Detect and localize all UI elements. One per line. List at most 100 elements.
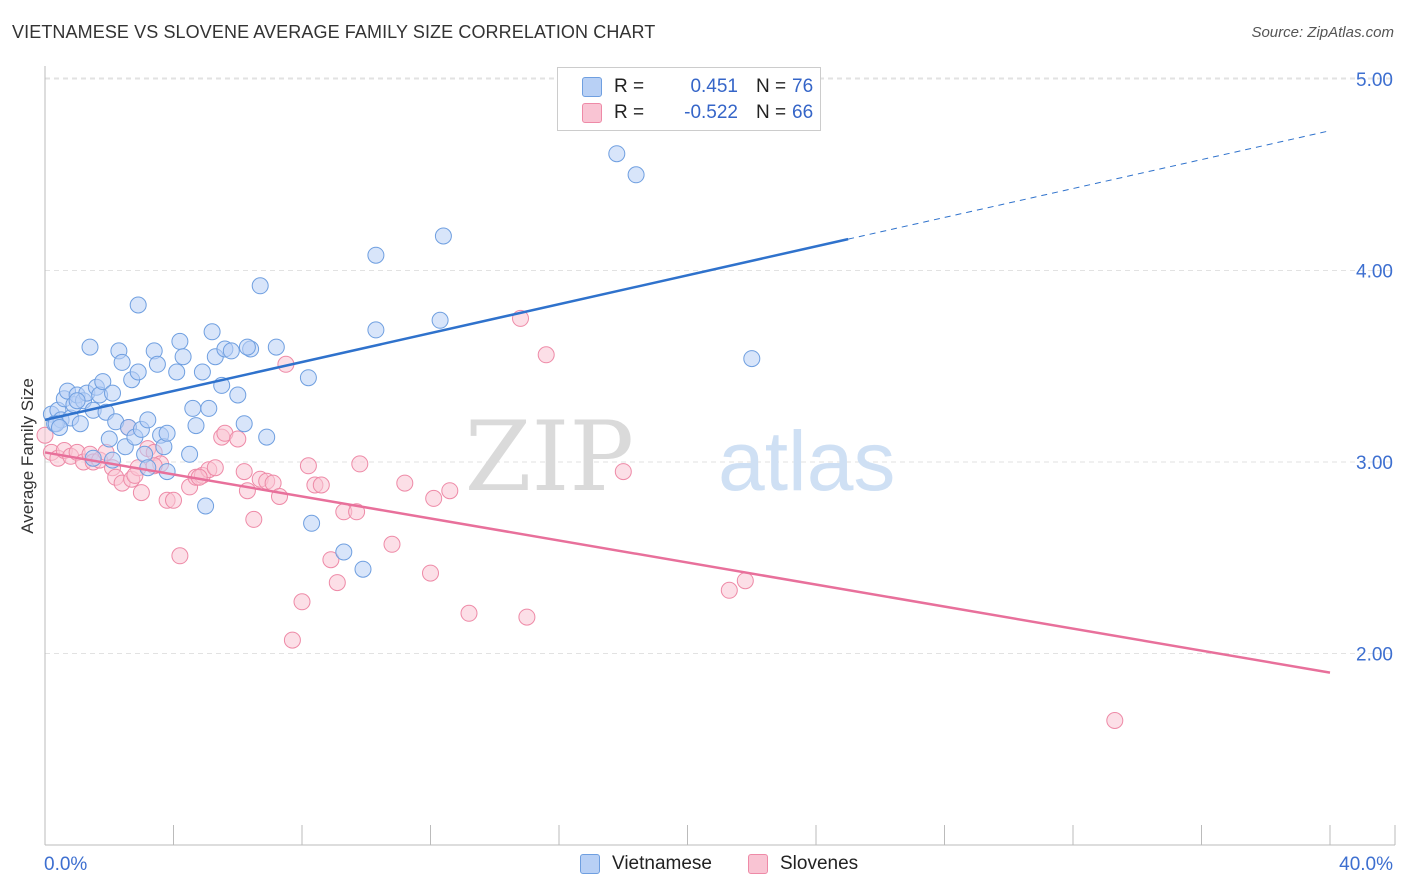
vietnamese-point (431, 311, 449, 329)
vietnamese-point (139, 411, 157, 429)
x-tick-label: 40.0% (1339, 854, 1393, 875)
r-label: R = (614, 76, 645, 97)
legend-row-slovenes: R = -0.522 N = 66 (582, 100, 813, 126)
slovenes-point (720, 581, 738, 599)
slovenes-point (736, 572, 754, 590)
vietnamese-point (335, 543, 353, 561)
y-tick-label: 5.00 (1356, 70, 1393, 91)
slovenes-point (614, 463, 632, 481)
slovenes-point (328, 574, 346, 592)
slovenes-point (132, 484, 150, 502)
vietnamese-point (171, 332, 189, 350)
slovenes-point (171, 547, 189, 565)
slovenes-point (293, 593, 311, 611)
y-tick-label: 3.00 (1356, 453, 1393, 474)
vietnamese-trend-extension (848, 130, 1331, 240)
vietnamese-point (84, 449, 102, 467)
n-label: N = (756, 76, 787, 97)
slovenes-point (229, 430, 247, 448)
y-tick-label: 2.00 (1356, 645, 1393, 666)
slovenes-point (235, 463, 253, 481)
slovenes-point (460, 604, 478, 622)
vietnamese-point (168, 363, 186, 381)
vietnamese-point (129, 296, 147, 314)
legend-swatch-slovenes (582, 103, 602, 123)
slovenes-point (425, 489, 443, 507)
slovenes-point (441, 482, 459, 500)
y-tick-label: 4.00 (1356, 262, 1393, 283)
vietnamese-point (113, 353, 131, 371)
slovenes-trend-line (44, 451, 1331, 674)
vietnamese-point (303, 514, 321, 532)
x-tick-label: 0.0% (44, 854, 87, 875)
bottom-legend-label: Slovenes (780, 853, 859, 874)
vietnamese-point (627, 166, 645, 184)
legend-row-vietnamese: R = 0.451 N = 76 (582, 74, 813, 100)
vietnamese-point (608, 145, 626, 163)
vietnamese-point (129, 363, 147, 381)
bottom-swatch-vietnamese (580, 854, 600, 874)
vietnamese-point (100, 430, 118, 448)
vietnamese-trend-line (44, 237, 849, 422)
n-label: N = (756, 102, 787, 123)
slovenes-point (245, 510, 263, 528)
n-value: 76 (792, 76, 814, 97)
series-vietnamese (42, 145, 761, 578)
vietnamese-point (197, 497, 215, 515)
trend-lines (44, 130, 1331, 674)
slovenes-point (322, 551, 340, 569)
slovenes-point (206, 459, 224, 477)
vietnamese-point (139, 459, 157, 477)
watermark-zip: ZIP (465, 401, 634, 513)
chart-title: VIETNAMESE VS SLOVENE AVERAGE FAMILY SIZ… (12, 22, 656, 42)
vietnamese-point (238, 338, 256, 356)
watermark: ZIP atlas (465, 401, 896, 513)
slovenes-point (299, 457, 317, 475)
r-value: 0.451 (690, 76, 738, 97)
vietnamese-point (94, 373, 112, 391)
slovenes-point (165, 491, 182, 509)
vietnamese-point (148, 355, 166, 373)
vietnamese-point (51, 419, 68, 436)
vietnamese-point (299, 369, 317, 387)
vietnamese-point (200, 399, 218, 417)
n-value: 66 (792, 102, 814, 123)
correlation-legend: R = 0.451 N = 76 R = -0.522 N = 66 (557, 67, 821, 131)
slovenes-point (283, 631, 301, 649)
slovenes-point (351, 455, 369, 473)
vietnamese-point (184, 399, 202, 417)
vietnamese-point (367, 246, 385, 264)
source-label: Source: ZipAtlas.com (1251, 24, 1394, 41)
bottom-swatch-slovenes (748, 854, 768, 874)
slovenes-point (1106, 712, 1124, 729)
vietnamese-point (251, 277, 269, 295)
slovenes-point (518, 608, 536, 626)
slovenes-point (383, 535, 401, 553)
slovenes-point (422, 564, 439, 582)
slovenes-point (348, 503, 366, 521)
bottom-legend-vietnamese[interactable]: Vietnamese (580, 852, 712, 876)
vietnamese-point (229, 386, 247, 404)
vietnamese-point (174, 348, 192, 366)
vietnamese-point (743, 350, 761, 368)
watermark-atlas: atlas (718, 414, 895, 508)
vietnamese-point (367, 321, 385, 339)
bottom-legend-label: Vietnamese (612, 853, 712, 874)
vietnamese-point (104, 384, 121, 402)
vietnamese-point (181, 445, 199, 463)
vietnamese-point (235, 415, 253, 433)
slovenes-point (537, 346, 555, 364)
vietnamese-point (434, 227, 452, 245)
slovenes-point (312, 476, 330, 494)
bottom-legend-slovenes[interactable]: Slovenes (748, 852, 858, 876)
y-axis-label: Average Family Size (18, 378, 37, 534)
slovenes-point (396, 474, 414, 492)
vietnamese-point (81, 338, 99, 356)
vietnamese-point (71, 415, 89, 433)
vietnamese-point (354, 560, 372, 578)
vietnamese-point (187, 417, 205, 435)
vietnamese-point (222, 342, 240, 360)
vietnamese-point (158, 424, 176, 442)
legend-swatch-vietnamese (582, 77, 602, 97)
